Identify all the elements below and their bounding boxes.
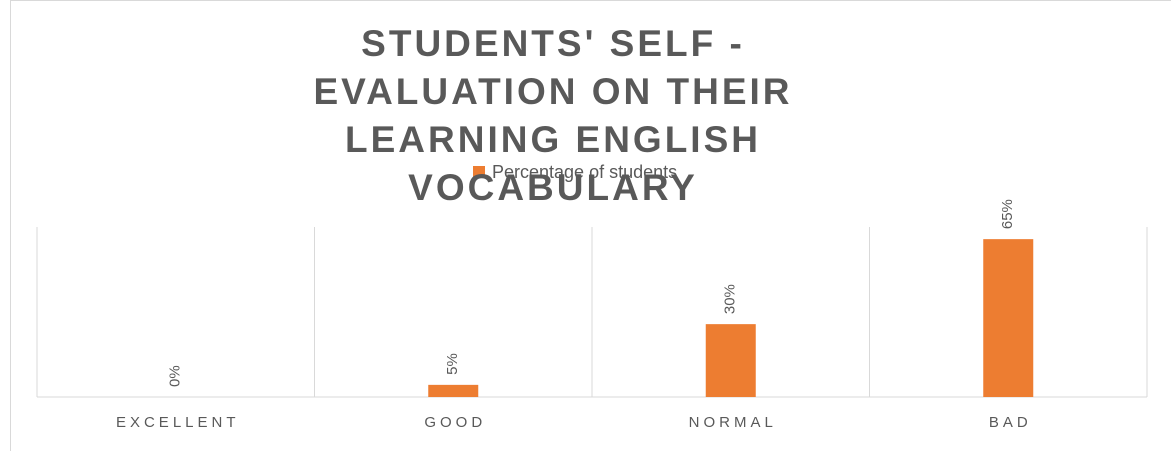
legend-swatch: [473, 166, 485, 178]
bar: [983, 239, 1034, 397]
data-label: 65%: [999, 199, 1016, 229]
chart-border: [10, 0, 1171, 451]
bar: [428, 384, 479, 397]
x-tick-label: NORMAL: [689, 414, 777, 431]
bar: [705, 324, 756, 397]
data-label: 30%: [722, 284, 739, 314]
chart-title: STUDENTS' SELF - EVALUATION ON THEIR LEA…: [313, 23, 793, 208]
data-label: 0%: [167, 365, 184, 387]
legend-label: Percentage of students: [492, 162, 677, 182]
x-tick-label: BAD: [989, 414, 1032, 431]
x-tick-label: GOOD: [424, 414, 486, 431]
x-tick-label: EXCELLENT: [116, 414, 240, 431]
data-label: 5%: [444, 353, 461, 375]
